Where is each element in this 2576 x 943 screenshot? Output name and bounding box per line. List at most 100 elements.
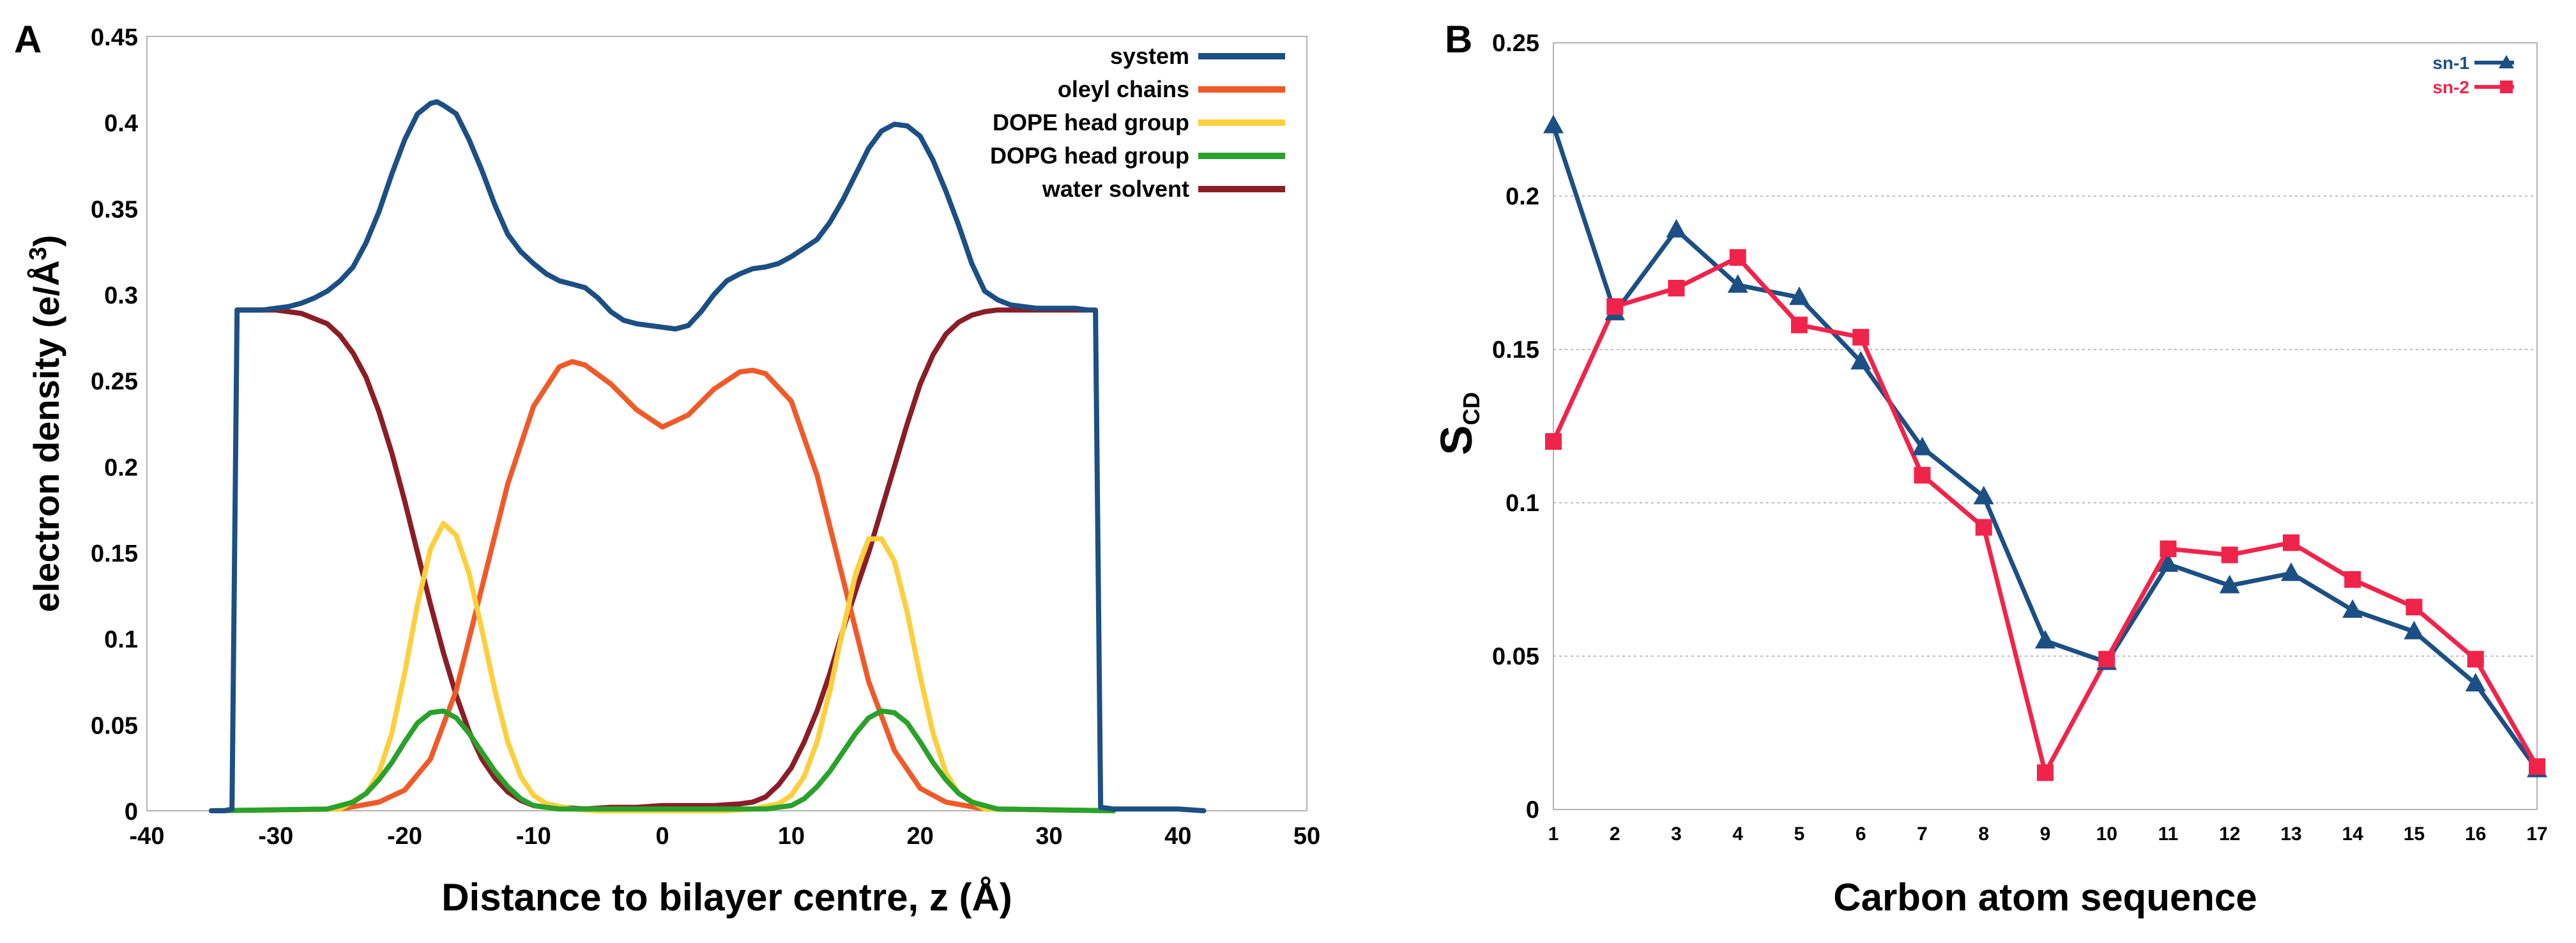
panel-a-label: A bbox=[14, 18, 42, 61]
data-point-sn-2 bbox=[2283, 534, 2299, 551]
panel-a-y-tick-label: 0.15 bbox=[91, 540, 138, 567]
data-point-sn-1 bbox=[1912, 436, 1933, 456]
series-line-dopg-head-group bbox=[208, 708, 1117, 813]
data-point-sn-2 bbox=[1545, 433, 1562, 450]
panel-b-x-tick-label: 15 bbox=[2404, 824, 2425, 845]
data-point-sn-2 bbox=[2160, 540, 2177, 557]
legend-label-dope-head-group: DOPE head group bbox=[993, 109, 1189, 135]
data-point-sn-2 bbox=[2467, 650, 2484, 668]
panel-b-x-tick-label: 14 bbox=[2342, 824, 2364, 845]
data-point-sn-2 bbox=[2405, 599, 2423, 616]
panel-a-x-tick-label: 50 bbox=[1293, 823, 1320, 850]
legend-marker-sn-2 bbox=[2500, 80, 2513, 93]
data-point-sn-1 bbox=[1973, 486, 1994, 505]
panel-b-x-tick-label: 3 bbox=[1671, 824, 1682, 845]
series-line-sn-1 bbox=[1551, 125, 2539, 771]
panel-b-y-tick-label: 0.2 bbox=[1505, 183, 1539, 210]
data-point-sn-2 bbox=[1914, 466, 1931, 484]
legend-label-oleyl-chains: oleyl chains bbox=[1058, 76, 1189, 102]
panel-a-chart: A 0 0.05 0.1 0.15 0.2 0.25 0.3 0.35 0.4 0.45 -40 -… bbox=[14, 18, 1320, 919]
series-line-water-solvent bbox=[234, 307, 1090, 812]
panel-b-y-tick-label: 0.05 bbox=[1492, 643, 1539, 670]
data-point-sn-1 bbox=[2219, 574, 2240, 594]
panel-a-y-tick-label: 0.2 bbox=[104, 454, 138, 481]
panel-b-plot-frame bbox=[1553, 42, 2538, 810]
legend-label-sn-2: sn-2 bbox=[2432, 77, 2469, 97]
panel-a-y-tick-label: 0.1 bbox=[104, 627, 138, 654]
data-point-sn-2 bbox=[1668, 280, 1685, 296]
data-point-sn-1 bbox=[1543, 114, 1564, 134]
panel-b-y-tick-label: 0.25 bbox=[1492, 30, 1539, 57]
panel-b-x-tick-label: 2 bbox=[1610, 824, 1620, 845]
panel-b-x-tick-label: 10 bbox=[2096, 824, 2117, 845]
panel-b-x-tick-label: 13 bbox=[2280, 824, 2301, 845]
panel-a-x-tick-label: 20 bbox=[907, 823, 934, 850]
data-point-sn-1 bbox=[2465, 673, 2486, 692]
panel-b-label: B bbox=[1445, 18, 1472, 61]
panel-b-x-tick-label: 6 bbox=[1856, 824, 1866, 845]
panel-a-x-tick-label: -40 bbox=[130, 823, 165, 850]
data-point-sn-2 bbox=[2037, 764, 2054, 781]
data-point-sn-2 bbox=[1729, 249, 1746, 266]
panel-b-x-tick-label: 1 bbox=[1548, 824, 1559, 845]
panel-b-chart: B 00.050.10.150.20.25 1 2 3 4 5 6 7 8 9 10 11 12 13 1… bbox=[1431, 18, 2548, 919]
data-point-sn-2 bbox=[1606, 298, 1624, 315]
series-line-system bbox=[208, 99, 1207, 813]
data-point-sn-2 bbox=[2221, 546, 2238, 564]
panel-a-x-tick-label: -20 bbox=[387, 823, 422, 850]
legend-label-system: system bbox=[1110, 43, 1189, 69]
data-point-sn-1 bbox=[1666, 218, 1687, 238]
panel-a-x-tick-label: 30 bbox=[1035, 823, 1062, 850]
legend-label-dopg-head-group: DOPG head group bbox=[990, 142, 1189, 169]
panel-b-x-tick-label: 8 bbox=[1978, 824, 1989, 845]
legend-label-water-solvent: water solvent bbox=[1042, 176, 1189, 202]
panel-b-x-tick-label: 4 bbox=[1732, 824, 1743, 845]
legend-marker-sn-1 bbox=[2499, 55, 2514, 68]
panel-b-x-tick-label: 7 bbox=[1917, 824, 1928, 845]
series-line-dope-head-group bbox=[208, 521, 1117, 813]
data-point-sn-2 bbox=[2344, 571, 2361, 588]
panel-b-x-tick-label: 16 bbox=[2465, 824, 2486, 845]
panel-a-y-tick-label: 0.3 bbox=[104, 282, 138, 309]
panel-a-x-tick-label: 10 bbox=[778, 823, 805, 850]
panel-a-x-tick-label: -10 bbox=[516, 823, 551, 850]
data-point-sn-2 bbox=[2098, 650, 2115, 668]
data-point-sn-1 bbox=[1850, 351, 1871, 370]
data-point-sn-1 bbox=[1727, 274, 1748, 293]
data-point-sn-1 bbox=[2342, 599, 2363, 618]
panel-b-x-tick-label: 11 bbox=[2158, 824, 2179, 845]
data-point-sn-1 bbox=[2281, 562, 2301, 581]
data-point-sn-1 bbox=[2404, 620, 2425, 640]
panel-b-y-tick-label: 0.1 bbox=[1505, 490, 1539, 517]
panel-a-x-axis-title: Distance to bilayer centre, z (Å) bbox=[441, 876, 1012, 919]
data-point-sn-2 bbox=[2529, 758, 2545, 775]
data-point-sn-2 bbox=[1975, 519, 1992, 536]
panel-a-y-tick-label: 0.45 bbox=[91, 24, 138, 51]
panel-b-x-tick-label: 9 bbox=[2040, 824, 2051, 845]
panel-b-y-tick-label: 0.15 bbox=[1492, 337, 1539, 364]
data-point-sn-2 bbox=[1852, 328, 1870, 346]
panel-a-y-tick-label: 0 bbox=[125, 799, 138, 825]
panel-b-x-tick-label: 17 bbox=[2526, 824, 2547, 845]
panel-b-y-tick-label: 0 bbox=[1526, 797, 1539, 824]
series-line-sn-2 bbox=[1551, 255, 2540, 775]
panel-a-y-tick-label: 0.25 bbox=[91, 369, 138, 395]
panel-a-y-tick-label: 0.05 bbox=[91, 712, 138, 739]
panel-a-x-tick-label: 0 bbox=[656, 823, 669, 850]
panel-a-y-axis-title: electron density (e/Å3) bbox=[25, 235, 66, 613]
data-point-sn-1 bbox=[2158, 553, 2179, 572]
series-line-oleyl-chains bbox=[208, 359, 1117, 813]
panel-a-x-tick-label: 40 bbox=[1164, 823, 1191, 850]
data-point-sn-1 bbox=[1789, 286, 1810, 305]
panel-b-x-axis-title: Carbon atom sequence bbox=[1833, 876, 2257, 919]
panel-a-y-tick-label: 0.4 bbox=[104, 111, 138, 137]
panel-a-x-tick-label: -30 bbox=[258, 823, 293, 850]
panel-b-x-tick-label: 12 bbox=[2219, 824, 2240, 845]
panel-b-x-tick-label: 5 bbox=[1794, 824, 1805, 845]
legend-label-sn-1: sn-1 bbox=[2432, 53, 2469, 73]
data-point-sn-2 bbox=[1791, 316, 1808, 334]
panel-a-y-tick-label: 0.35 bbox=[91, 196, 138, 223]
panel-b-y-axis-title: SCD bbox=[1431, 392, 1484, 456]
data-point-sn-1 bbox=[2035, 630, 2055, 648]
